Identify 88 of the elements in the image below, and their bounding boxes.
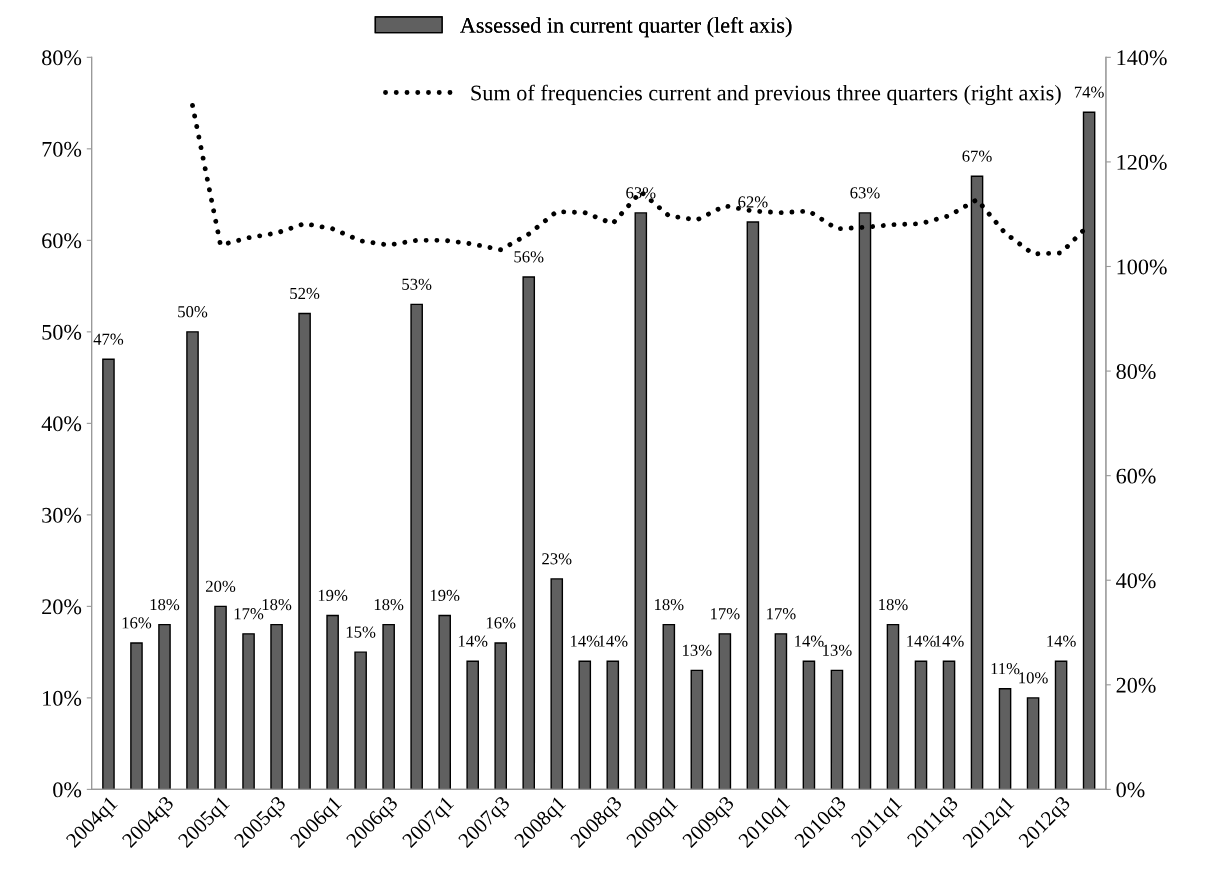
data-label: 19%: [318, 589, 348, 602]
bar: [270, 623, 283, 790]
data-label: 17%: [767, 608, 796, 620]
y-tick-label: 70%: [42, 141, 82, 157]
data-label: 53%: [402, 278, 432, 290]
data-label: 62%: [738, 196, 768, 208]
bar: [1026, 697, 1040, 790]
bar: [802, 660, 816, 790]
y-tick-label: 50%: [42, 324, 82, 340]
bar: [634, 212, 648, 790]
y2-tick-label: 20%: [1116, 677, 1156, 693]
y-tick-label: 40%: [41, 416, 82, 432]
y-tick-label: 10%: [43, 690, 82, 706]
bar: [354, 651, 367, 790]
data-label: 14%: [598, 635, 628, 647]
bar: [382, 623, 395, 790]
y-tick-label: 80%: [42, 50, 82, 66]
bar: [326, 614, 339, 790]
data-label: 16%: [122, 617, 152, 629]
bar: [466, 660, 479, 790]
data-label: 15%: [346, 626, 376, 638]
y2-tick-label: 120%: [1117, 154, 1167, 170]
bar: [494, 642, 508, 790]
y2-tick-label: 60%: [1116, 468, 1156, 484]
data-label: 16%: [486, 617, 516, 629]
data-label: 67%: [962, 150, 992, 162]
data-label: 18%: [879, 598, 908, 611]
bar: [690, 669, 704, 790]
data-label: 18%: [655, 598, 684, 611]
bar: [298, 312, 311, 790]
bar: [606, 660, 620, 790]
bar: [718, 633, 732, 790]
data-label: 20%: [205, 580, 236, 592]
bar: [410, 303, 423, 790]
data-label: 14%: [570, 635, 600, 647]
data-label: 17%: [234, 608, 264, 620]
y-tick-label: 0%: [53, 782, 82, 798]
legend-label: Sum of frequencies current and previous three quarters (right axis): [471, 84, 1061, 106]
bar: [942, 660, 956, 790]
data-label: 18%: [374, 598, 404, 611]
data-label: 52%: [290, 287, 320, 300]
data-label: 63%: [626, 187, 656, 199]
data-label: 19%: [430, 589, 460, 602]
data-label: 56%: [514, 251, 544, 263]
data-label: 11%: [991, 662, 1020, 675]
bar: [914, 660, 928, 790]
bar: [886, 623, 900, 790]
data-label: 50%: [178, 306, 208, 318]
data-label: 14%: [795, 635, 824, 647]
data-label: 47%: [93, 333, 124, 345]
data-label: 10%: [1019, 672, 1048, 684]
data-label: 23%: [542, 553, 572, 565]
bar: [438, 614, 451, 790]
y2-tick-label: 80%: [1116, 364, 1156, 380]
data-label: 14%: [458, 635, 488, 647]
bar: [830, 669, 844, 790]
legend-label: Assessed in current quarter (left axis): [460, 16, 792, 38]
bar: [578, 660, 592, 790]
bar: [186, 331, 199, 790]
bar: [550, 578, 564, 790]
data-label: 63%: [850, 187, 880, 199]
y-tick-label: 20%: [42, 599, 82, 615]
bar: [998, 688, 1012, 790]
bar: [214, 605, 227, 790]
bar: [130, 642, 143, 790]
y-tick-label: 30%: [42, 507, 82, 523]
data-label: 18%: [150, 598, 180, 611]
data-label: 13%: [683, 644, 712, 656]
data-label: 13%: [823, 644, 852, 656]
data-label: 14%: [1047, 635, 1076, 647]
bar: [102, 358, 115, 790]
data-label: 18%: [262, 598, 292, 611]
bar: [662, 623, 676, 790]
bar: [158, 623, 171, 790]
y2-tick-label: 0%: [1116, 782, 1145, 798]
bar: [1054, 660, 1068, 790]
data-label: 74%: [1074, 86, 1104, 98]
bar: [242, 633, 255, 790]
data-label: 14%: [907, 635, 936, 647]
bar: [522, 276, 536, 790]
y2-tick-label: 40%: [1116, 573, 1156, 589]
bar: [774, 633, 788, 790]
y2-tick-label: 140%: [1117, 50, 1167, 66]
y2-tick-label: 100%: [1117, 259, 1167, 275]
y-tick-label: 60%: [42, 233, 82, 249]
data-label: 14%: [935, 635, 964, 647]
bar: [746, 221, 760, 790]
data-label: 17%: [711, 608, 740, 620]
